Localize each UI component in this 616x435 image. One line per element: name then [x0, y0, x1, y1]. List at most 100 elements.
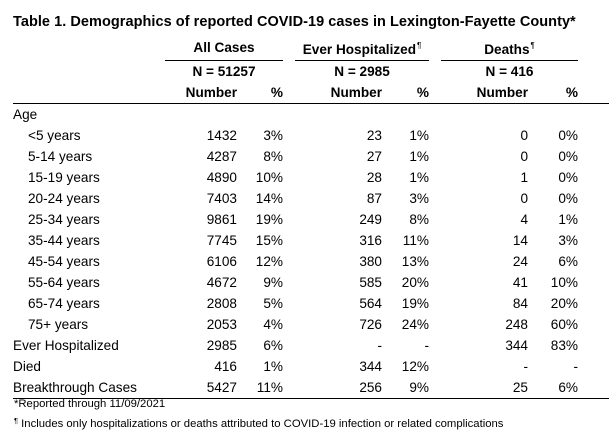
table-row: 65-74 years 2808 5% 564 19% 84 20% [13, 293, 609, 314]
cell-hosp-percent: 9% [382, 377, 429, 399]
cell-hosp-number: 585 [359, 275, 382, 290]
table-row: 55-64 years 4672 9% 585 20% 41 10% [13, 272, 609, 293]
cell-all-number: 4287 [206, 149, 237, 164]
table-title: Table 1. Demographics of reported COVID-… [13, 14, 576, 30]
cell-hosp-number: 564 [359, 296, 382, 311]
column-header-percent: % [382, 82, 429, 104]
group-name: Ever Hospitalized [302, 42, 417, 57]
cell-all-percent: 6% [263, 338, 283, 353]
cell-all-number: 6106 [206, 254, 237, 269]
row-label: 35-44 years [28, 233, 100, 248]
cell-deaths-percent: 6% [528, 377, 578, 399]
table-row: 25-34 years 9861 19% 249 8% 4 1% [13, 209, 609, 230]
cell-deaths-number: 248 [505, 317, 528, 332]
cell-hosp-percent: 12% [401, 359, 429, 374]
section-row-age: Age [13, 104, 609, 126]
row-label: 15-19 years [28, 170, 100, 185]
cell-all-percent: 8% [263, 149, 283, 164]
cell-deaths-percent: 60% [550, 317, 578, 332]
cell-all-number: 416 [214, 359, 237, 374]
cell-all-percent: 3% [263, 128, 283, 143]
cell-deaths-number: 1 [520, 170, 528, 185]
cell-hosp-percent: 1% [409, 149, 429, 164]
cell-all-percent: 12% [255, 254, 283, 269]
cell-deaths-percent: 0% [558, 128, 578, 143]
cell-all-number: 2053 [206, 317, 237, 332]
footnote-hospitalizations: ¶ Includes only hospitalizations or deat… [14, 416, 503, 430]
row-label: 45-54 years [28, 254, 100, 269]
cell-deaths-number: 41 [512, 275, 528, 290]
footnote-mark: ¶ [14, 416, 19, 425]
cell-all-number: 9861 [206, 212, 237, 227]
n-label-ever-hospitalized: N = 2985 [334, 64, 390, 79]
cell-hosp-number: 27 [366, 149, 382, 164]
column-header-percent: % [237, 82, 283, 104]
group-header-ever-hospitalized: Ever Hospitalized¶ [295, 35, 429, 61]
cell-hosp-percent: 3% [409, 191, 429, 206]
row-label: Died [13, 359, 41, 374]
cell-all-number: 1432 [206, 128, 237, 143]
row-label: Breakthrough Cases [13, 377, 165, 399]
demographics-table: All Cases Ever Hospitalized¶ Deaths¶ N =… [13, 35, 609, 399]
cell-deaths-percent: 0% [558, 149, 578, 164]
corner-cell [13, 35, 165, 61]
cell-all-number: 4672 [206, 275, 237, 290]
row-label: Ever Hospitalized [13, 338, 119, 353]
cell-all-number: 2808 [206, 296, 237, 311]
row-label: <5 years [28, 128, 81, 143]
cell-all-number: 4890 [206, 170, 237, 185]
column-header-number: Number [441, 82, 528, 104]
cell-all-percent: 11% [237, 377, 283, 399]
cell-all-number: 2985 [206, 338, 237, 353]
cell-deaths-percent: 83% [550, 338, 578, 353]
footnote-mark: ¶ [530, 41, 535, 50]
cell-deaths-percent: 20% [550, 296, 578, 311]
group-name: Deaths [484, 42, 530, 57]
n-label-deaths: N = 416 [485, 64, 534, 79]
cell-hosp-number: 249 [359, 212, 382, 227]
cell-deaths-percent: - [573, 359, 578, 374]
cell-deaths-percent: 1% [558, 212, 578, 227]
cell-deaths-number: 24 [512, 254, 528, 269]
cell-all-percent: 14% [255, 191, 283, 206]
row-label: 5-14 years [28, 149, 93, 164]
cell-deaths-number: 344 [505, 338, 528, 353]
cell-deaths-number: 4 [520, 212, 528, 227]
cell-hosp-number: 316 [359, 233, 382, 248]
cell-deaths-number: 25 [441, 377, 528, 399]
table-row: 75+ years 2053 4% 726 24% 248 60% [13, 314, 609, 335]
cell-hosp-percent: 13% [401, 254, 429, 269]
footnote-text: Includes only hospitalizations or deaths… [18, 418, 504, 430]
table-row: 15-19 years 4890 10% 28 1% 1 0% [13, 167, 609, 188]
footnote-reported: *Reported through 11/09/2021 [14, 398, 166, 410]
cell-hosp-number: 344 [359, 359, 382, 374]
group-name: All Cases [193, 40, 255, 55]
group-header-all-cases: All Cases [165, 35, 283, 61]
row-label: 55-64 years [28, 275, 100, 290]
cell-hosp-number: 87 [366, 191, 382, 206]
cell-all-number: 7403 [206, 191, 237, 206]
cell-hosp-number: - [377, 338, 382, 353]
cell-hosp-number: 28 [366, 170, 382, 185]
column-header-number: Number [295, 82, 382, 104]
cell-hosp-percent: 19% [401, 296, 429, 311]
cell-deaths-number: 0 [520, 149, 528, 164]
row-label: 25-34 years [28, 212, 100, 227]
cell-all-percent: 1% [263, 359, 283, 374]
section-label: Age [13, 107, 38, 122]
cell-hosp-percent: 11% [402, 233, 429, 248]
table-row: 45-54 years 6106 12% 380 13% 24 6% [13, 251, 609, 272]
cell-hosp-number: 380 [359, 254, 382, 269]
cell-all-percent: 10% [255, 170, 283, 185]
cell-hosp-number: 726 [359, 317, 382, 332]
table-row: Died 416 1% 344 12% - - [13, 356, 609, 377]
table-row: Breakthrough Cases 5427 11% 256 9% 25 6% [13, 377, 609, 399]
table-row: 35-44 years 7745 15% 316 11% 14 3% [13, 230, 609, 251]
row-label: 65-74 years [28, 296, 100, 311]
cell-hosp-percent: 1% [409, 128, 429, 143]
table-row: <5 years 1432 3% 23 1% 0 0% [13, 125, 609, 146]
cell-all-percent: 5% [263, 296, 283, 311]
cell-all-percent: 19% [255, 212, 283, 227]
cell-hosp-percent: 20% [401, 275, 429, 290]
